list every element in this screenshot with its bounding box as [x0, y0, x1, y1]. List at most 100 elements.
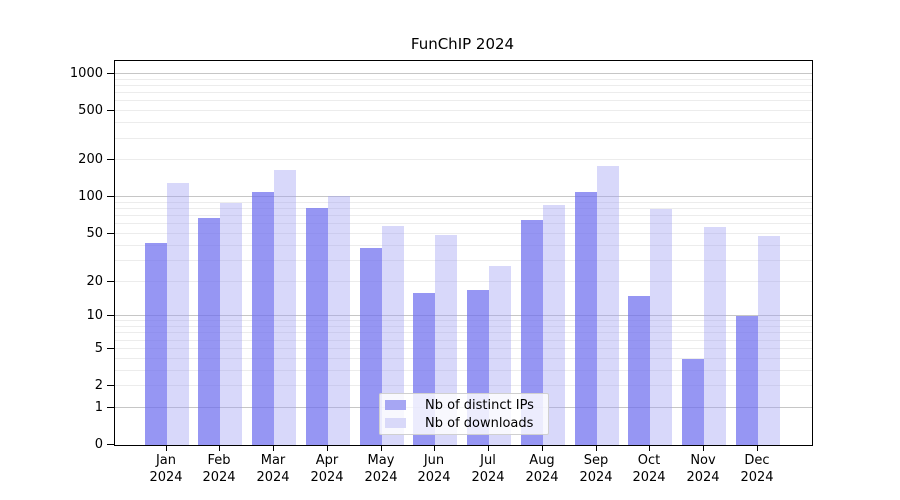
gridline-minor: [115, 233, 812, 234]
x-label-year: 2024: [525, 470, 559, 485]
bar-downloads-apr: [328, 196, 350, 445]
y-tick-label: 20: [86, 274, 103, 289]
y-tick: [107, 73, 114, 74]
y-tick: [107, 196, 114, 197]
bar-distinct-ips-sep: [575, 192, 597, 445]
x-tick-label: Oct 2024: [621, 452, 677, 486]
chart-title: FunChIP 2024: [410, 35, 515, 53]
y-tick: [107, 385, 114, 386]
bar-distinct-ips-aug: [521, 220, 543, 445]
x-tick-label: Dec 2024: [729, 452, 785, 486]
gridline-minor: [115, 100, 812, 101]
gridline-major: [115, 315, 812, 316]
x-tick-label: May 2024: [353, 452, 409, 486]
gridline-minor: [115, 202, 812, 203]
x-tick-label: Jul 2024: [460, 452, 516, 486]
x-label-month: Jul: [480, 453, 496, 468]
x-label-month: Oct: [637, 453, 661, 468]
bar-downloads-oct: [650, 209, 672, 445]
x-label-month: Feb: [207, 453, 231, 468]
gridline-minor: [115, 348, 812, 349]
x-label-month: Jun: [423, 453, 445, 468]
bar-downloads-dec: [758, 236, 780, 445]
bar-downloads-jan: [167, 183, 189, 445]
gridline-major: [115, 73, 812, 74]
y-tick-label: 10: [86, 308, 103, 323]
gridline-minor: [115, 92, 812, 93]
y-tick: [107, 315, 114, 316]
bar-downloads-may: [382, 226, 404, 445]
x-label-year: 2024: [310, 470, 344, 485]
gridline-minor: [115, 370, 812, 371]
x-label-year: 2024: [417, 470, 451, 485]
y-tick-label: 200: [78, 152, 103, 167]
gridline-minor: [115, 138, 812, 139]
x-tick-label: Nov 2024: [675, 452, 731, 486]
legend-swatch-downloads-icon: [385, 418, 406, 428]
gridline-minor: [115, 110, 812, 111]
gridline-minor: [115, 122, 812, 123]
legend-label-downloads: Nb of downloads: [425, 415, 534, 431]
bar-downloads-sep: [597, 166, 619, 445]
x-label-month: Aug: [529, 453, 555, 468]
gridline-minor: [115, 215, 812, 216]
bar-downloads-jun: [435, 235, 457, 445]
bar-distinct-ips-apr: [306, 208, 328, 445]
y-tick-label: 100: [78, 189, 103, 204]
y-tick: [107, 233, 114, 234]
bar-downloads-feb: [220, 203, 242, 445]
x-tick-label: Feb 2024: [191, 452, 247, 486]
x-tick-label: Aug 2024: [514, 452, 570, 486]
legend-swatch-distinct-ips-icon: [385, 400, 406, 410]
y-tick: [107, 281, 114, 282]
y-tick: [107, 159, 114, 160]
x-tick-label: Jun 2024: [406, 452, 462, 486]
y-tick-label: 0: [94, 437, 103, 452]
x-label-year: 2024: [256, 470, 290, 485]
x-label-month: Sep: [583, 453, 609, 468]
bar-distinct-ips-nov: [682, 359, 704, 445]
y-tick-label: 2: [94, 378, 103, 393]
legend-entry-distinct-ips: Nb of distinct IPs: [385, 396, 542, 414]
bar-distinct-ips-mar: [252, 192, 274, 445]
gridline-minor: [115, 358, 812, 359]
gridline-major: [115, 196, 812, 197]
x-label-year: 2024: [471, 470, 505, 485]
y-tick-label: 1000: [69, 66, 103, 81]
x-label-month: May: [367, 453, 395, 468]
gridline-minor: [115, 332, 812, 333]
x-label-month: Apr: [315, 453, 339, 468]
x-label-month: Nov: [690, 453, 716, 468]
legend-label-distinct-ips: Nb of distinct IPs: [425, 397, 534, 413]
y-tick: [107, 407, 114, 408]
x-tick-label: Jan 2024: [138, 452, 194, 486]
bar-distinct-ips-may: [360, 248, 382, 445]
x-label-year: 2024: [202, 470, 236, 485]
legend-entry-downloads: Nb of downloads: [385, 414, 542, 432]
gridline-minor: [115, 320, 812, 321]
y-tick: [107, 444, 114, 445]
gridline-minor: [115, 245, 812, 246]
y-tick: [107, 348, 114, 349]
gridline-minor: [115, 260, 812, 261]
x-label-year: 2024: [579, 470, 613, 485]
bar-distinct-ips-feb: [198, 218, 220, 445]
x-label-year: 2024: [149, 470, 183, 485]
x-label-year: 2024: [632, 470, 666, 485]
x-label-month: Jan: [155, 453, 177, 468]
bar-distinct-ips-jan: [145, 243, 167, 445]
x-label-year: 2024: [364, 470, 398, 485]
y-tick-label: 500: [78, 103, 103, 118]
x-label-month: Dec: [744, 453, 770, 468]
plot-area: [114, 60, 813, 446]
y-tick-label: 5: [94, 341, 103, 356]
gridline-minor: [115, 326, 812, 327]
gridline-minor: [115, 208, 812, 209]
x-label-year: 2024: [740, 470, 774, 485]
bar-distinct-ips-dec: [736, 316, 758, 445]
legend: Nb of distinct IPs Nb of downloads: [379, 393, 549, 435]
gridline-minor: [115, 223, 812, 224]
x-label-year: 2024: [686, 470, 720, 485]
y-tick-label: 50: [86, 226, 103, 241]
